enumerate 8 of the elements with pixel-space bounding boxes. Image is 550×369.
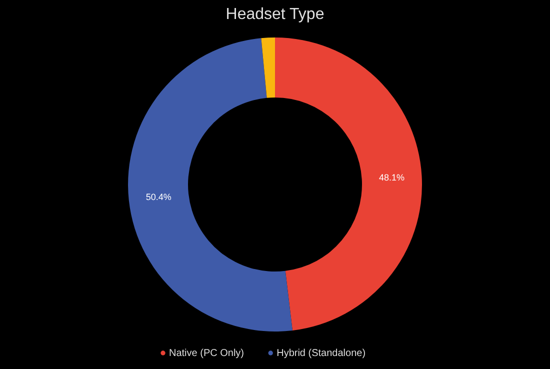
data-label: 50.4% xyxy=(146,192,172,202)
legend-label: Native (PC Only) xyxy=(169,348,244,359)
legend-label: Hybrid (Standalone) xyxy=(276,348,366,359)
chart-title: Headset Type xyxy=(226,6,324,23)
donut-slice xyxy=(275,38,422,330)
donut-slice xyxy=(128,38,293,332)
donut-slice xyxy=(261,38,275,98)
data-label: 48.1% xyxy=(379,172,405,183)
